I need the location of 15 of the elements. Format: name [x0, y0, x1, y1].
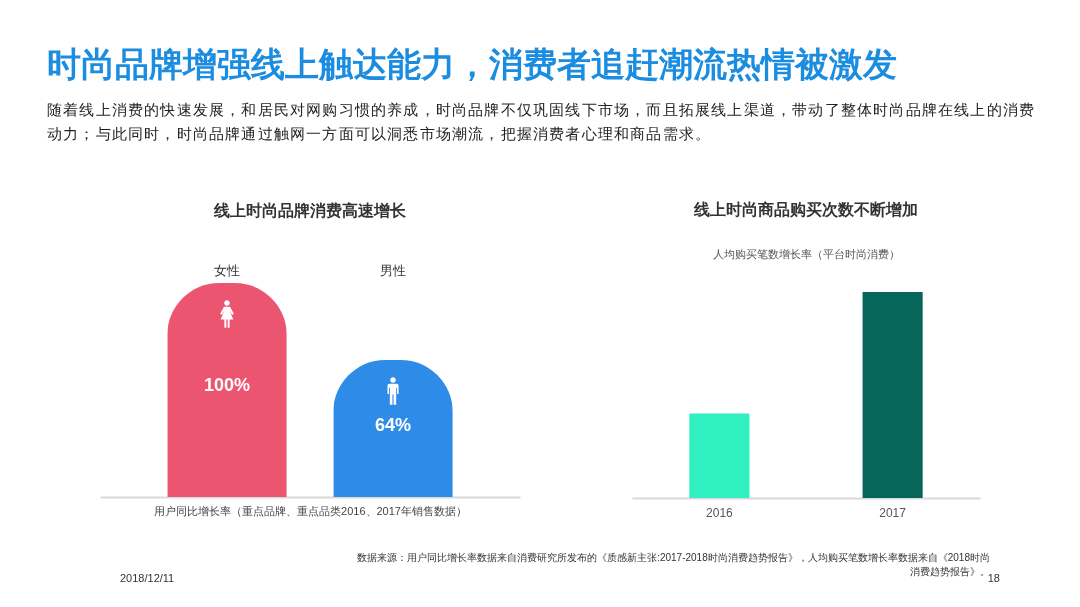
- source-note: 数据来源：用户同比增长率数据来自消费研究所发布的《质感新主张:2017-2018时尚消费趋势报告》，人均购买笔数增长率数据来自《2018时尚消费趋势报告》。: [356, 551, 990, 577]
- text: 时尚品牌增强线上触达能力，消费者追赶潮流热情被激发: [47, 44, 897, 85]
- chart-subtitle: 人均购买笔数增长率（平台时尚消费）: [712, 248, 900, 260]
- chart-title: 线上时尚商品购买次数不断增加: [693, 201, 918, 218]
- x-axis-title: 用户同比增长率（重点品牌、重点品类2016、2017年销售数据）: [154, 504, 467, 517]
- text: 随着线上消费的快速发展，和居民对网购习惯的养成，时尚品牌不仅巩固线下市场，而且拓展线上渠道，带动了整体时尚品牌在线上的消费动力；与此同时，时尚品牌通过触网一方面可以洞悉市场潮流，把握消费者心理和商品需求。: [47, 100, 1037, 144]
- chart-title: 线上时尚品牌消费高速增长: [213, 201, 407, 219]
- x-tick-label: 男性: [380, 262, 406, 278]
- data-label: 100%: [203, 374, 251, 395]
- x-tick-label: 女性: [214, 262, 240, 278]
- data-label: 64%: [374, 414, 412, 435]
- x-tick-label: 2017: [879, 505, 907, 520]
- x-tick-label: 2016: [706, 505, 734, 520]
- text: 18: [987, 571, 1000, 585]
- text: 2018/12/11: [120, 571, 175, 585]
